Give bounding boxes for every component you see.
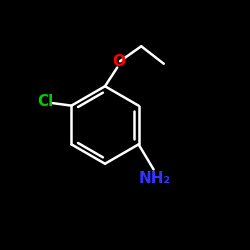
Text: NH₂: NH₂: [139, 172, 171, 186]
Text: O: O: [112, 54, 125, 69]
Text: Cl: Cl: [37, 94, 53, 109]
